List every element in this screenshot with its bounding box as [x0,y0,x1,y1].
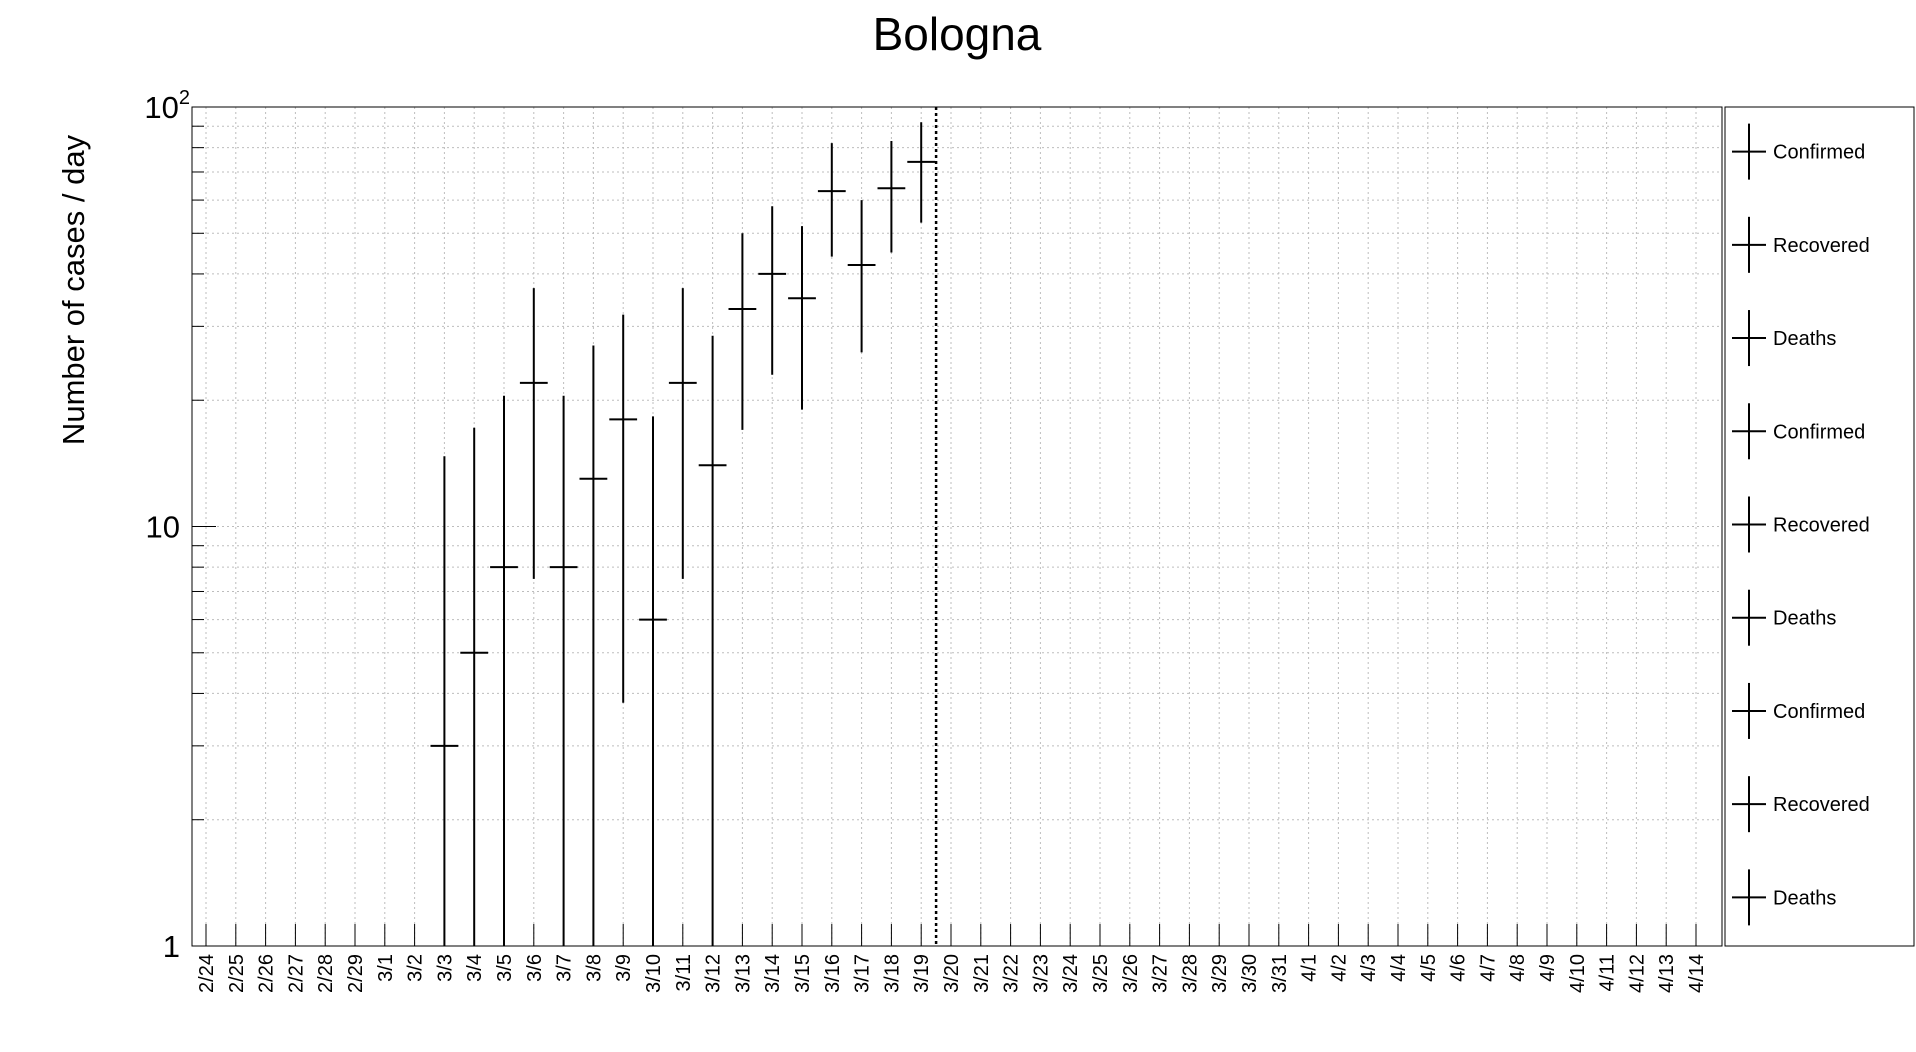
legend-entry: Recovered [1732,216,1870,273]
x-tick-label: 3/25 [1090,954,1112,993]
x-tick-label: 3/23 [1030,954,1052,993]
x-tick-label: 3/8 [583,954,605,982]
data-point [817,143,846,257]
x-tick-label: 3/6 [524,954,546,982]
legend-label: Recovered [1773,515,1870,537]
x-tick-label: 3/20 [941,954,963,993]
legend-label: Deaths [1773,328,1836,350]
x-tick-label: 4/8 [1507,954,1529,982]
x-tick-label: 4/4 [1388,954,1410,982]
x-tick-label: 3/4 [464,954,486,982]
data-point [668,288,697,579]
x-tick-label: 3/14 [762,954,784,993]
data-point [579,345,608,946]
legend-entry: Deaths [1732,310,1836,367]
data-point [728,233,757,430]
x-tick-label: 3/10 [643,954,665,993]
data-point [788,226,816,410]
x-tick-label: 4/2 [1328,954,1350,982]
data-point [877,140,906,253]
legend-entry: Confirmed [1732,123,1865,180]
chart-title: Bologna [873,8,1042,60]
x-tick-label: 4/11 [1597,954,1619,991]
x-tick-label: 3/7 [554,954,576,982]
legend-entry: Confirmed [1732,682,1865,739]
x-tick-label: 3/2 [405,954,427,982]
x-tick-label: 4/1 [1299,954,1321,982]
x-tick-label: 3/21 [971,954,993,993]
legend-label: Recovered [1773,794,1870,816]
x-tick-label: 3/22 [1001,954,1023,993]
data-point [609,314,638,703]
legend: Confirmed Recovered Deaths Confirmed Recover… [1724,106,1915,947]
x-tick-label: 2/28 [315,954,337,993]
data-point [430,456,459,946]
x-tick-label: 3/13 [732,954,754,993]
legend-label: Deaths [1773,887,1836,909]
legend-label: Confirmed [1773,142,1865,164]
legend-entry: Recovered [1732,776,1870,833]
legend-label: Deaths [1773,608,1836,630]
x-tick-label: 4/13 [1656,954,1678,993]
x-tick-label: 3/18 [881,954,903,993]
x-tick-label: 3/27 [1150,954,1172,993]
x-tick-label: 3/29 [1209,954,1231,993]
x-tick-label: 3/11 [673,954,695,991]
axis-layer: 1 10 102 2/24 2/25 2/26 2/27 2/28 2/29 3/1 3/2 3/3 3… [144,87,1708,993]
x-tick-label: 4/14 [1686,954,1708,993]
y-axis-label: Number of cases / day [56,134,91,445]
data-point [490,395,518,946]
x-tick-label: 3/16 [822,954,844,993]
x-tick-label: 2/26 [256,954,278,993]
legend-label: Confirmed [1773,701,1865,723]
y-tick-label: 10 [146,510,180,545]
x-tick-label: 3/1 [375,954,397,982]
x-tick-label: 3/15 [792,954,814,993]
x-tick-label: 4/6 [1448,954,1470,982]
x-tick-label: 4/3 [1358,954,1380,982]
data-point [460,427,489,946]
x-tick-label: 2/25 [226,954,248,993]
x-tick-label: 4/7 [1477,954,1499,982]
data-point [758,206,787,375]
x-tick-label: 4/5 [1418,954,1440,982]
data-point [847,200,876,353]
x-tick-label: 4/12 [1626,954,1648,993]
legend-entry: Deaths [1732,589,1836,646]
legend-entry: Deaths [1732,869,1836,926]
x-tick-label: 2/29 [345,954,367,993]
x-tick-label: 4/9 [1537,954,1559,982]
x-tick-label: 3/12 [703,954,725,993]
x-tick-label: 3/5 [494,954,516,982]
legend-label: Recovered [1773,235,1870,257]
y-tick-label: 1 [163,929,180,964]
x-tick-label: 3/9 [613,954,635,982]
x-tick-label: 3/17 [852,954,874,993]
legend-entry: Recovered [1732,496,1870,553]
x-tick-label: 3/19 [911,954,933,993]
legend-entry: Confirmed [1732,403,1865,460]
x-tick-label: 3/3 [434,954,456,982]
data-point [698,335,727,946]
data-points [430,122,936,946]
data-point [519,288,548,579]
y-tick-label: 102 [144,87,190,125]
legend-label: Confirmed [1773,421,1865,443]
x-tick-label: 3/30 [1239,954,1261,993]
x-tick-label: 3/31 [1269,954,1291,993]
grid-layer [191,106,1723,947]
x-tick-label: 2/27 [285,954,307,993]
x-tick-label: 3/24 [1060,954,1082,993]
data-point [549,395,578,946]
legend-box [1724,106,1915,947]
x-tick-label: 2/24 [196,954,218,993]
x-tick-label: 3/28 [1179,954,1201,993]
data-point [639,416,667,946]
x-tick-label: 4/10 [1567,954,1589,993]
x-tick-label: 3/26 [1120,954,1142,993]
data-point [907,122,936,223]
